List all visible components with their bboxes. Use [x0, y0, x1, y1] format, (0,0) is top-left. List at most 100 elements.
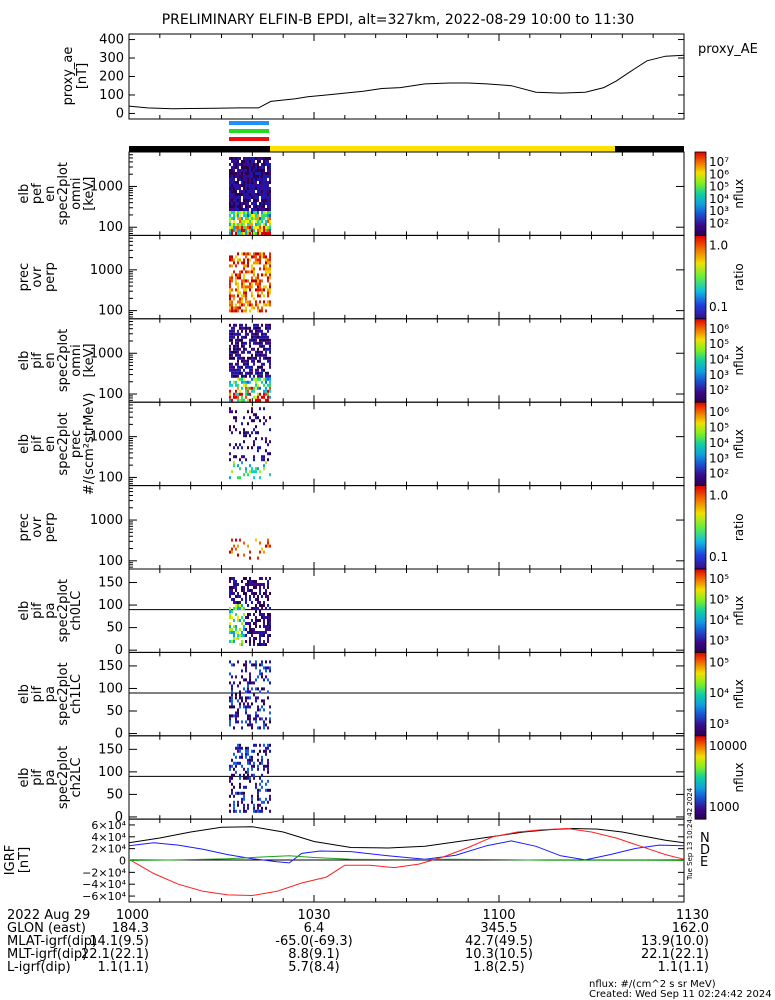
spectrogram-pixel	[255, 383, 257, 387]
spectrogram-pixel	[265, 675, 267, 679]
spectrogram-pixel	[229, 586, 231, 589]
spectrogram-pixel	[231, 398, 233, 402]
spectrogram-pixel	[261, 785, 263, 789]
spectrogram-pixel	[249, 714, 251, 718]
spectrogram-pixel	[231, 157, 233, 160]
spectrogram-pixel	[239, 371, 241, 375]
spectrogram-pixel	[247, 184, 249, 187]
spectrogram-pixel	[239, 205, 241, 208]
spectrogram-pixel	[267, 640, 269, 643]
spectrogram-pixel	[261, 687, 263, 691]
spectrogram-pixel	[235, 211, 237, 214]
annot-value: 184.3	[112, 921, 149, 936]
spectrogram-pixel	[233, 806, 235, 810]
spectrogram-pixel	[229, 199, 231, 202]
spectrogram-pixel	[239, 338, 241, 342]
spectrogram-pixel	[229, 550, 231, 554]
spectrogram-pixel	[259, 643, 261, 646]
spectrogram-pixel	[251, 172, 253, 175]
spectrogram-pixel	[235, 303, 237, 307]
spectrogram-pixel	[261, 583, 263, 586]
spectrogram-pixel	[255, 699, 257, 703]
spectrogram-pixel	[231, 365, 233, 369]
spectrogram-pixel	[233, 332, 235, 336]
spectrogram-pixel	[241, 374, 243, 378]
spectrogram-pixel	[249, 229, 251, 232]
spectrogram-pixel	[249, 338, 251, 342]
spectrogram-pixel	[263, 368, 265, 372]
spectrogram-pixel	[259, 166, 261, 169]
panel-ylabel-line: perp	[43, 512, 58, 542]
spectrogram-pixel	[269, 214, 271, 217]
spectrogram-pixel	[231, 791, 233, 795]
spectrogram-pixel	[267, 347, 269, 351]
spectrogram-pixel	[233, 306, 235, 310]
spectrogram-pixel	[233, 663, 235, 667]
spectrogram-pixel	[241, 202, 243, 205]
spectrogram-pixel	[237, 341, 239, 345]
spectrogram-pixel	[269, 660, 271, 664]
spectrogram-pixel	[265, 374, 267, 378]
spectrogram-pixel	[255, 637, 257, 640]
spectrogram-pixel	[231, 193, 233, 196]
spectrogram-pixel	[243, 794, 245, 798]
spectrogram-pixel	[249, 220, 251, 223]
spectrogram-pixel	[237, 371, 239, 375]
spectrogram-pixel	[235, 580, 237, 583]
spectrogram-pixel	[245, 199, 247, 202]
spectrogram-pixel	[267, 696, 269, 700]
colorbar-tick-label: 10⁵	[709, 337, 729, 351]
spectrogram-pixel	[251, 726, 253, 730]
spectrogram-pixel	[249, 625, 251, 628]
spectrogram-pixel	[239, 163, 241, 166]
spectrogram-pixel	[269, 264, 271, 268]
spectrogram-pixel	[245, 755, 247, 759]
spectrogram-pixel	[261, 675, 263, 679]
spectrogram-pixel	[243, 428, 245, 432]
spectrogram-pixel	[241, 395, 243, 399]
spectrogram-pixel	[233, 175, 235, 178]
spectrogram-pixel	[247, 232, 249, 235]
spectrogram-pixel	[263, 625, 265, 628]
spectrogram-pixel	[235, 347, 237, 351]
spectrogram-pixel	[231, 175, 233, 178]
spectrogram-pixel	[231, 279, 233, 283]
spectrogram-pixel	[255, 175, 257, 178]
spectrogram-pixel	[247, 714, 249, 718]
spectrogram-pixel	[261, 220, 263, 223]
spectrogram-pixel	[255, 217, 257, 220]
colorbar-tick-label: 10⁶	[709, 405, 729, 419]
spectrogram-pixel	[267, 598, 269, 601]
spectrogram-pixel	[269, 229, 271, 232]
spectrogram-pixel	[267, 580, 269, 583]
ae-ytick-label: 200	[99, 70, 124, 85]
spectrogram-pixel	[243, 273, 245, 277]
spectrogram-pixel	[239, 270, 241, 274]
spectrogram-pixel	[263, 353, 265, 357]
spectrogram-pixel	[259, 743, 261, 747]
spectrogram-pixel	[253, 157, 255, 160]
spectrogram-pixel	[231, 232, 233, 235]
spectrogram-pixel	[259, 178, 261, 181]
spectrogram-pixel	[257, 643, 259, 646]
spectrogram-pixel	[259, 788, 261, 792]
spectrogram-pixel	[255, 184, 257, 187]
spectrogram-pixel	[229, 616, 231, 619]
spectrogram-pixel	[261, 329, 263, 333]
spectrogram-pixel	[239, 190, 241, 193]
spectrogram-pixel	[261, 214, 263, 217]
spectrogram-pixel	[241, 365, 243, 369]
spectrogram-pixel	[237, 223, 239, 226]
spectrogram-pixel	[243, 190, 245, 193]
spectrogram-pixel	[245, 341, 247, 345]
spectrogram-pixel	[239, 226, 241, 229]
spectrogram-pixel	[259, 359, 261, 363]
spectrogram-pixel	[229, 622, 231, 625]
spectrogram-pixel	[257, 767, 259, 771]
spectrogram-pixel	[259, 338, 261, 342]
spectrogram-pixel	[261, 672, 263, 676]
spectrogram-pixel	[265, 338, 267, 342]
spectrogram-pixel	[235, 353, 237, 357]
spectrogram-pixel	[253, 377, 255, 381]
